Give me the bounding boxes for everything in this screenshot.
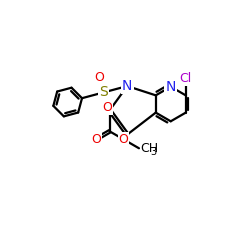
Text: 3: 3 [150, 147, 156, 157]
Text: O: O [91, 133, 101, 146]
Text: O: O [94, 71, 104, 84]
Text: Cl: Cl [180, 72, 192, 85]
Text: N: N [122, 79, 132, 93]
Text: O: O [102, 101, 113, 114]
Text: CH: CH [140, 142, 158, 155]
Text: N: N [166, 80, 176, 94]
Text: O: O [118, 133, 128, 146]
Text: S: S [99, 86, 108, 100]
